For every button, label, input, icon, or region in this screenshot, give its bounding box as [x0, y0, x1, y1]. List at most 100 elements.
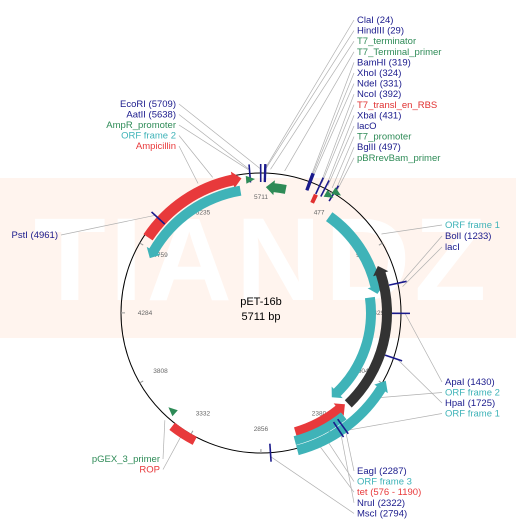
label-pgex-3-primer: pGEX_3_primer [92, 454, 160, 465]
leader-line [178, 145, 199, 184]
label-bglii-497: BglII (497) [357, 142, 401, 153]
feature-rop [169, 422, 197, 445]
site-mark [388, 280, 407, 286]
label-pbrrevbam-primer: pBRrevBam_primer [357, 153, 440, 164]
site-mark [305, 173, 314, 191]
leader-line [310, 72, 355, 179]
label-eagi-2287: EagI (2287) [357, 466, 407, 477]
leader-line [326, 115, 355, 186]
leader-line [336, 157, 355, 191]
feature-arcs [143, 171, 392, 456]
label-orf-frame-2: ORF frame 2 [445, 388, 500, 399]
label-orf-frame-2: ORF frame 2 [121, 131, 176, 142]
label-hpai-1725: HpaI (1725) [445, 398, 495, 409]
t7-promoter-marker [323, 189, 334, 198]
pbrrevbam-marker [331, 187, 341, 196]
label-orf-frame-3: ORF frame 3 [357, 477, 412, 488]
restriction-site-marks [150, 163, 411, 462]
leader-line [381, 224, 443, 235]
watermark-layer: TIANDZ [0, 178, 516, 338]
label-rop: ROP [139, 465, 160, 476]
label-ndei-331: NdeI (331) [357, 79, 402, 90]
site-mark [150, 211, 166, 225]
leader-line [178, 103, 261, 170]
watermark-band [0, 178, 516, 338]
label-bamhi-319: BamHI (319) [357, 57, 411, 68]
label-t7-terminal-primer: T7_Terminal_primer [357, 47, 441, 58]
feature-orf-frame-2 [331, 296, 376, 399]
tick-label: 3808 [153, 368, 168, 375]
leader-line [264, 19, 355, 170]
leader-line [318, 444, 355, 493]
feature-lacI [344, 265, 392, 408]
label-ampicillin: Ampicillin [136, 141, 176, 152]
ampr-promoter-marker [245, 175, 256, 184]
leader-line [311, 83, 355, 179]
leader-line [310, 62, 355, 178]
leader-line [60, 214, 156, 236]
feature-orf-frame-2-left [146, 185, 242, 259]
leader-line [335, 147, 355, 191]
leader-line [344, 429, 355, 472]
label-nrui-2322: NruI (2322) [357, 498, 405, 509]
feature-tet [294, 403, 345, 437]
pgex3-primer-marker [168, 407, 178, 417]
site-mark [337, 418, 349, 435]
watermark-text: TIANDZ [34, 194, 491, 326]
leader-line [178, 135, 213, 178]
leader-line [178, 114, 250, 170]
label-clai-24: ClaI (24) [357, 15, 393, 26]
label-hindiii-29: HindIII (29) [357, 26, 404, 37]
tick-label: 4759 [153, 252, 168, 259]
leader-line [401, 235, 443, 283]
plasmid-name: pET-16b [240, 296, 282, 308]
leader-line [265, 30, 355, 170]
feature-ampicillin [143, 171, 242, 241]
leader-line [270, 41, 355, 170]
tick-label: 1429 [370, 310, 385, 317]
plasmid-length: 5711 bp [242, 311, 281, 323]
leader-line [321, 104, 355, 183]
tick-label: 3332 [196, 410, 211, 417]
tick-mark [139, 380, 144, 384]
tick-label: 477 [314, 210, 325, 217]
label-boli-1233: BolI (1233) [445, 231, 491, 242]
label-apai-1430: ApaI (1430) [445, 377, 495, 388]
site-mark [306, 173, 315, 191]
leader-line [377, 392, 443, 399]
leader-line [331, 136, 355, 188]
leader-line [320, 94, 355, 183]
feature-orf-frame-1-top [326, 212, 385, 294]
tick-label: 2380 [312, 410, 327, 417]
label-t7-terminator: T7_terminator [357, 36, 416, 47]
label-ampr-promoter: AmpR_promoter [106, 120, 176, 131]
tick-label: 5711 [254, 194, 268, 201]
leader-line [162, 433, 183, 470]
label-tet-576-1190: tet (576 - 1190) [357, 487, 421, 498]
label-xbai-431: XbaI (431) [357, 110, 401, 121]
leader-line [343, 413, 443, 432]
leader-line [404, 313, 443, 383]
leader-lines [60, 19, 443, 514]
site-mark [269, 443, 272, 462]
feature-orf-frame-3 [293, 412, 347, 445]
leader-line [340, 432, 355, 503]
label-t7-transl-en-rbs: T7_transl_en_RBS [357, 100, 437, 111]
feature-labels: ClaI (24)HindIII (29)T7_terminatorT7_Ter… [12, 15, 500, 519]
site-mark [332, 421, 345, 438]
site-mark [264, 164, 267, 183]
label-t7-promoter: T7_promoter [357, 132, 411, 143]
tick-label: 4284 [138, 310, 153, 317]
leader-line [270, 456, 355, 514]
leader-line [397, 359, 443, 404]
primer-markers [168, 175, 341, 417]
feature-t7-terminator [265, 180, 287, 196]
leader-line [327, 125, 355, 186]
label-xhoi-324: XhoI (324) [357, 68, 401, 79]
leader-line [178, 124, 249, 170]
leader-line [284, 51, 355, 172]
leader-line [402, 246, 443, 287]
site-mark [315, 177, 325, 195]
label-psti-4961: PstI (4961) [12, 230, 58, 241]
